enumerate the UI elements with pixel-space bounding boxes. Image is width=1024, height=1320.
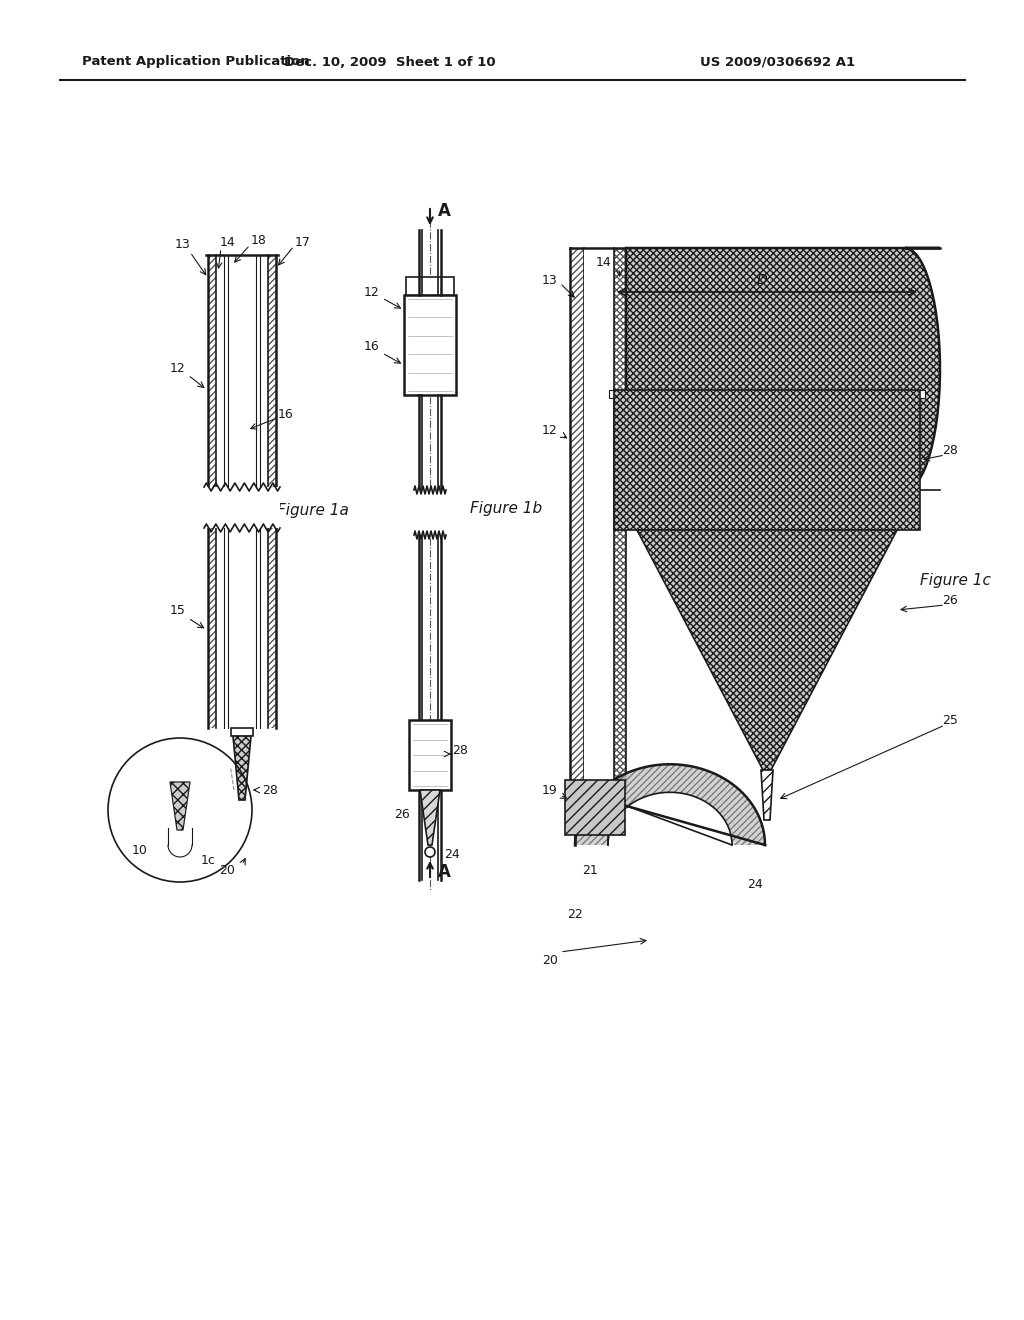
Text: 1c: 1c bbox=[201, 854, 215, 866]
Circle shape bbox=[425, 847, 435, 857]
Text: 15: 15 bbox=[170, 605, 186, 618]
Bar bbox=[208, 255, 216, 487]
Text: 18: 18 bbox=[251, 234, 267, 247]
Polygon shape bbox=[233, 737, 251, 800]
Text: 13: 13 bbox=[175, 238, 190, 251]
Text: 10: 10 bbox=[132, 843, 147, 857]
Polygon shape bbox=[761, 770, 773, 820]
Polygon shape bbox=[170, 781, 190, 830]
Text: 12: 12 bbox=[542, 424, 558, 437]
Text: 22: 22 bbox=[567, 908, 583, 921]
Text: 16: 16 bbox=[279, 408, 294, 421]
Text: 12: 12 bbox=[365, 285, 380, 298]
Polygon shape bbox=[170, 781, 190, 830]
Polygon shape bbox=[637, 531, 897, 770]
Text: 28: 28 bbox=[942, 444, 957, 457]
Text: A: A bbox=[438, 202, 451, 220]
Polygon shape bbox=[233, 737, 251, 800]
Text: Figure 1c: Figure 1c bbox=[920, 573, 991, 587]
Bar bbox=[208, 528, 216, 729]
Bar bbox=[204, 487, 280, 528]
Bar bbox=[414, 490, 446, 535]
Bar bbox=[268, 528, 276, 729]
Text: 28: 28 bbox=[452, 743, 468, 756]
Text: 26: 26 bbox=[394, 808, 410, 821]
Text: 17: 17 bbox=[295, 235, 311, 248]
Text: 14: 14 bbox=[596, 256, 612, 268]
Bar bbox=[231, 729, 253, 737]
Text: D: D bbox=[757, 273, 767, 286]
Bar bbox=[404, 294, 456, 395]
Text: 26: 26 bbox=[942, 594, 957, 606]
Polygon shape bbox=[575, 764, 765, 845]
Text: Dec. 10, 2009  Sheet 1 of 10: Dec. 10, 2009 Sheet 1 of 10 bbox=[285, 55, 496, 69]
Bar bbox=[224, 255, 260, 487]
Text: 28: 28 bbox=[262, 784, 278, 796]
Bar bbox=[409, 719, 451, 789]
Bar bbox=[268, 255, 276, 487]
Text: Figure 1a: Figure 1a bbox=[278, 503, 349, 517]
Text: 25: 25 bbox=[942, 714, 957, 726]
Bar bbox=[609, 389, 925, 399]
Polygon shape bbox=[420, 789, 440, 845]
Bar bbox=[570, 248, 584, 789]
Text: Patent Application Publication: Patent Application Publication bbox=[82, 55, 309, 69]
Text: 12: 12 bbox=[170, 362, 186, 375]
Text: 19: 19 bbox=[542, 784, 558, 796]
Text: 24: 24 bbox=[748, 879, 763, 891]
Text: Figure 1b: Figure 1b bbox=[470, 500, 542, 516]
Text: 20: 20 bbox=[542, 953, 558, 966]
Text: US 2009/0306692 A1: US 2009/0306692 A1 bbox=[700, 55, 855, 69]
Bar bbox=[614, 248, 626, 789]
Text: 13: 13 bbox=[542, 273, 558, 286]
Text: 21: 21 bbox=[582, 863, 598, 876]
Bar bbox=[224, 528, 260, 729]
Bar bbox=[584, 248, 614, 789]
Text: A: A bbox=[438, 863, 451, 880]
Text: 16: 16 bbox=[365, 341, 380, 354]
Bar bbox=[565, 780, 625, 836]
Text: 24: 24 bbox=[444, 849, 460, 862]
Text: 20: 20 bbox=[219, 863, 234, 876]
Polygon shape bbox=[626, 248, 940, 490]
Bar bbox=[406, 277, 454, 294]
Bar bbox=[614, 389, 920, 531]
Text: 14: 14 bbox=[220, 235, 236, 248]
